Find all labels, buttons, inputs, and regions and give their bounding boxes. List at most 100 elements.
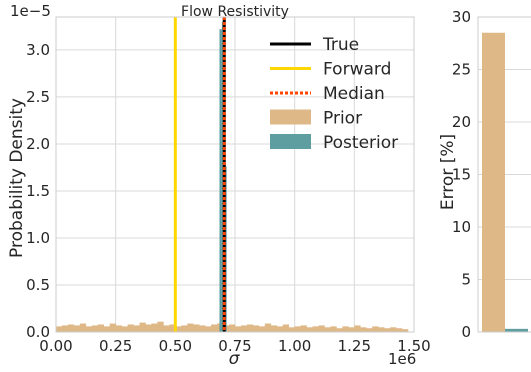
x-tick-label: 0.25 xyxy=(99,337,132,355)
right-plot-frame xyxy=(477,16,531,333)
prior-bar xyxy=(85,326,93,332)
x-tick-label: 1.00 xyxy=(278,337,311,355)
prior-bar xyxy=(378,327,385,332)
prior-histogram xyxy=(56,321,409,332)
prior-bar xyxy=(79,323,87,332)
y-tick-label: 2.0 xyxy=(26,135,50,153)
error-y-tick-label: 25 xyxy=(452,61,471,79)
prior-bar xyxy=(157,321,164,332)
prior-bar xyxy=(294,326,301,332)
prior-bar xyxy=(276,326,284,332)
prior-bar xyxy=(91,325,99,332)
prior-bar xyxy=(199,325,206,332)
error-y-tick-label: 30 xyxy=(452,8,471,26)
prior-bar xyxy=(97,324,105,332)
error-y-tick-label: 0 xyxy=(461,323,471,341)
prior-bar xyxy=(211,324,218,332)
legend-swatch-posterior xyxy=(270,134,311,149)
x-offset-label: 1e6 xyxy=(388,350,416,368)
legend-label-true: True xyxy=(322,35,359,55)
prior-bar xyxy=(121,326,128,332)
prior-bar xyxy=(282,324,289,332)
histogram-panel: 0.00 0.25 0.50 0.75 1.00 1.25 1.50 0.0 0.5 1.0 1.… xyxy=(7,2,431,369)
prior-bar xyxy=(258,326,266,332)
error-bar-prior xyxy=(482,32,505,332)
x-tick-labels: 0.00 0.25 0.50 0.75 1.00 1.25 1.50 xyxy=(39,337,430,355)
prior-bar xyxy=(390,327,397,332)
prior-bar xyxy=(235,326,242,332)
prior-bar xyxy=(169,324,176,332)
y-tick-labels: 0.0 0.5 1.0 1.5 2.0 2.5 3.0 xyxy=(26,41,50,341)
error-bars xyxy=(482,32,528,332)
x-tick-label: 1.50 xyxy=(397,337,430,355)
prior-bar xyxy=(109,323,116,332)
prior-bar xyxy=(324,327,331,332)
prior-bar xyxy=(193,324,200,332)
prior-bar xyxy=(73,325,81,332)
error-y-tick-label: 10 xyxy=(452,218,471,236)
legend-swatch-prior xyxy=(270,109,311,125)
prior-bar xyxy=(240,325,248,332)
y-offset-label: 1e−5 xyxy=(10,2,51,20)
chart-title: Flow Resistivity xyxy=(181,4,289,20)
prior-bar xyxy=(330,326,337,332)
x-tick-label: 0.75 xyxy=(218,337,251,355)
prior-bar xyxy=(264,323,272,332)
y-tick-label: 2.5 xyxy=(26,88,50,106)
prior-bar xyxy=(336,328,343,332)
prior-bar xyxy=(151,323,158,332)
y-axis-label: Probability Density xyxy=(7,98,27,258)
legend-label-posterior: Posterior xyxy=(323,133,398,153)
prior-bar xyxy=(127,324,134,332)
error-y-tick-label: 20 xyxy=(452,113,471,131)
prior-bar xyxy=(270,325,278,332)
prior-bar xyxy=(181,325,188,332)
legend-label-median: Median xyxy=(323,84,385,104)
prior-bar xyxy=(288,327,295,332)
left-grid xyxy=(55,17,415,333)
prior-bar xyxy=(252,325,260,332)
prior-bar xyxy=(115,325,122,332)
x-axis-label: σ xyxy=(229,349,241,369)
prior-bar xyxy=(366,328,373,332)
y-tick-label: 3.0 xyxy=(26,41,50,59)
prior-bar xyxy=(360,327,367,332)
error-y-tick-labels: 0 5 10 15 20 25 30 xyxy=(452,8,471,341)
legend: True Forward Median Prior Posterior xyxy=(270,35,398,153)
prior-bar xyxy=(175,326,182,332)
x-tick-label: 0.00 xyxy=(39,337,72,355)
prior-bar xyxy=(306,327,313,332)
error-y-tick-label: 15 xyxy=(452,166,471,184)
posterior-bar xyxy=(219,29,222,333)
left-plot-frame xyxy=(55,16,415,333)
prior-bar xyxy=(348,327,355,332)
prior-bar xyxy=(354,325,361,332)
prior-bar xyxy=(396,328,403,332)
prior-bar xyxy=(145,324,152,332)
prior-bar xyxy=(229,324,236,332)
prior-bar xyxy=(372,326,379,332)
legend-label-prior: Prior xyxy=(323,109,362,129)
y-tick-label: 0.0 xyxy=(26,323,50,341)
legend-label-forward: Forward xyxy=(323,60,391,80)
prior-bar xyxy=(133,325,140,332)
prior-bar xyxy=(205,326,212,332)
prior-bar xyxy=(384,328,391,332)
x-tick-label: 1.25 xyxy=(338,337,371,355)
reference-lines xyxy=(173,17,226,332)
error-y-axis-label: Error [%] xyxy=(438,134,458,210)
y-tick-label: 1.0 xyxy=(26,229,50,247)
error-y-tick-label: 5 xyxy=(461,271,471,289)
prior-bar xyxy=(103,326,110,332)
prior-bar xyxy=(246,324,254,332)
prior-bar xyxy=(67,324,75,332)
prior-bar xyxy=(300,325,307,332)
prior-bar xyxy=(139,322,146,332)
error-bar-panel: 0 5 10 15 20 25 30 Error [%] xyxy=(438,8,531,341)
prior-bar xyxy=(61,325,69,332)
prior-bar xyxy=(56,326,63,332)
prior-bar xyxy=(342,326,349,332)
error-bar-posterior xyxy=(505,328,528,332)
prior-bar xyxy=(318,325,325,332)
